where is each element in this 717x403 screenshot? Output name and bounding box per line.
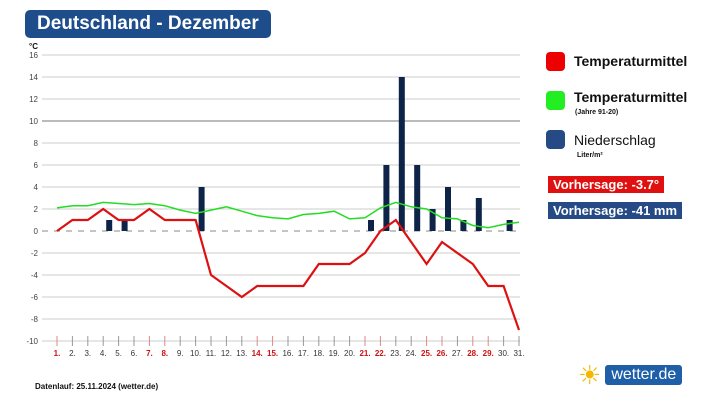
precip-bar xyxy=(460,220,467,231)
x-tick-label: 22. xyxy=(375,349,386,358)
x-tick-label: 3. xyxy=(84,349,91,358)
x-tick-label: 31. xyxy=(513,349,524,358)
legend-temp: Temperaturmittel xyxy=(574,53,688,69)
y-tick-label: 12 xyxy=(29,95,38,104)
precip-bar xyxy=(383,165,390,231)
x-tick-label: 4. xyxy=(100,349,107,358)
x-tick-label: 11. xyxy=(206,349,217,358)
precip-bar xyxy=(445,187,451,231)
y-tick-label: 14 xyxy=(29,73,38,82)
x-tick-label: 25. xyxy=(421,349,432,358)
legend-swatch-precip xyxy=(546,130,565,149)
precip-bar xyxy=(106,220,113,231)
y-tick-label: 0 xyxy=(34,227,39,236)
forecast-precip-badge: Vorhersage: -41 mm xyxy=(548,202,683,219)
legend-temp-norm: Temperaturmittel xyxy=(574,89,688,105)
x-tick-label: 7. xyxy=(146,349,153,358)
x-tick-label: 28. xyxy=(467,349,478,358)
y-axis-unit: °C xyxy=(29,42,38,51)
y-tick-label: -10 xyxy=(26,337,38,346)
precip-bar xyxy=(429,209,436,231)
x-tick-label: 24. xyxy=(406,349,417,358)
x-tick-label: 9. xyxy=(177,349,184,358)
y-tick-label: 6 xyxy=(34,161,39,170)
logo-text: wetter.de xyxy=(605,365,683,385)
logo: ☀ wetter.de xyxy=(578,360,683,390)
forecast-temp-badge: Vorhersage: -3.7° xyxy=(548,176,665,193)
legend-precip: Niederschlag xyxy=(574,132,656,148)
x-tick-label: 12. xyxy=(221,349,232,358)
y-tick-label: -6 xyxy=(31,293,39,302)
y-tick-label: -2 xyxy=(31,249,39,258)
legend-precip-sub: Liter/m² xyxy=(577,152,603,159)
x-tick-label: 17. xyxy=(298,349,309,358)
legend-temp-norm-sub: (Jahre 91-20) xyxy=(575,109,619,116)
precip-bar xyxy=(506,220,513,231)
x-tick-label: 13. xyxy=(236,349,247,358)
x-tick-label: 20. xyxy=(344,349,355,358)
legend-swatch-temp xyxy=(546,52,565,71)
precip-bar xyxy=(414,165,421,231)
precip-bar xyxy=(475,198,482,231)
x-tick-label: 23. xyxy=(390,349,401,358)
x-tick-label: 14. xyxy=(252,349,263,358)
temp-norm-line xyxy=(56,201,520,229)
x-tick-label: 21. xyxy=(359,349,370,358)
y-tick-label: -4 xyxy=(31,271,39,280)
x-tick-label: 16. xyxy=(282,349,293,358)
x-tick-label: 1. xyxy=(54,349,61,358)
x-tick-label: 18. xyxy=(313,349,324,358)
x-tick-label: 2. xyxy=(69,349,76,358)
y-tick-label: -8 xyxy=(31,315,39,324)
precip-bar xyxy=(398,77,405,231)
precip-bar xyxy=(121,220,128,231)
y-tick-label: 8 xyxy=(34,139,39,148)
footer-data-run: Datenlauf: 25.11.2024 (wetter.de) xyxy=(35,382,159,391)
x-tick-label: 6. xyxy=(131,349,138,358)
legend-swatch-temp-norm xyxy=(546,91,565,110)
chart-title: Deutschland - Dezember xyxy=(25,10,271,38)
y-tick-label: 16 xyxy=(29,51,38,60)
x-tick-label: 19. xyxy=(329,349,340,358)
sun-icon: ☀ xyxy=(578,360,602,390)
precip-bar xyxy=(368,220,374,231)
x-tick-label: 5. xyxy=(115,349,122,358)
x-tick-label: 29. xyxy=(483,349,494,358)
y-tick-label: 4 xyxy=(34,183,39,192)
y-tick-label: 10 xyxy=(29,117,38,126)
x-tick-label: 10. xyxy=(190,349,201,358)
x-tick-label: 15. xyxy=(267,349,278,358)
x-tick-label: 8. xyxy=(161,349,168,358)
temp-line xyxy=(56,207,521,331)
precip-bar xyxy=(198,187,205,231)
x-tick-label: 26. xyxy=(436,349,447,358)
x-tick-label: 30. xyxy=(498,349,509,358)
x-tick-label: 27. xyxy=(452,349,463,358)
y-tick-label: 2 xyxy=(34,205,39,214)
